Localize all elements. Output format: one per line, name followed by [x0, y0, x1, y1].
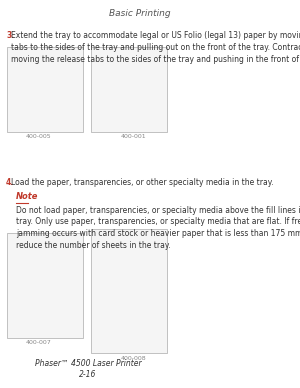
Text: 400-007: 400-007 — [26, 340, 52, 345]
Text: 400-008: 400-008 — [121, 356, 146, 361]
Text: Do not load paper, transparencies, or specialty media above the fill lines insid: Do not load paper, transparencies, or sp… — [16, 206, 300, 250]
Text: Phaser™ 4500 Laser Printer
2-16: Phaser™ 4500 Laser Printer 2-16 — [34, 359, 141, 379]
FancyBboxPatch shape — [7, 47, 82, 132]
Text: 3.: 3. — [6, 31, 14, 40]
Text: 400-001: 400-001 — [121, 134, 146, 139]
Text: 4.: 4. — [6, 178, 14, 187]
FancyBboxPatch shape — [92, 229, 167, 353]
Text: Load the paper, transparencies, or other specialty media in the tray.: Load the paper, transparencies, or other… — [11, 178, 273, 187]
FancyBboxPatch shape — [92, 47, 167, 132]
Text: Basic Printing: Basic Printing — [109, 9, 170, 18]
Text: 400-005: 400-005 — [26, 134, 52, 139]
Text: Note: Note — [16, 192, 38, 201]
FancyBboxPatch shape — [7, 233, 82, 338]
Text: Extend the tray to accommodate legal or US Folio (legal 13) paper by moving the : Extend the tray to accommodate legal or … — [11, 31, 300, 64]
